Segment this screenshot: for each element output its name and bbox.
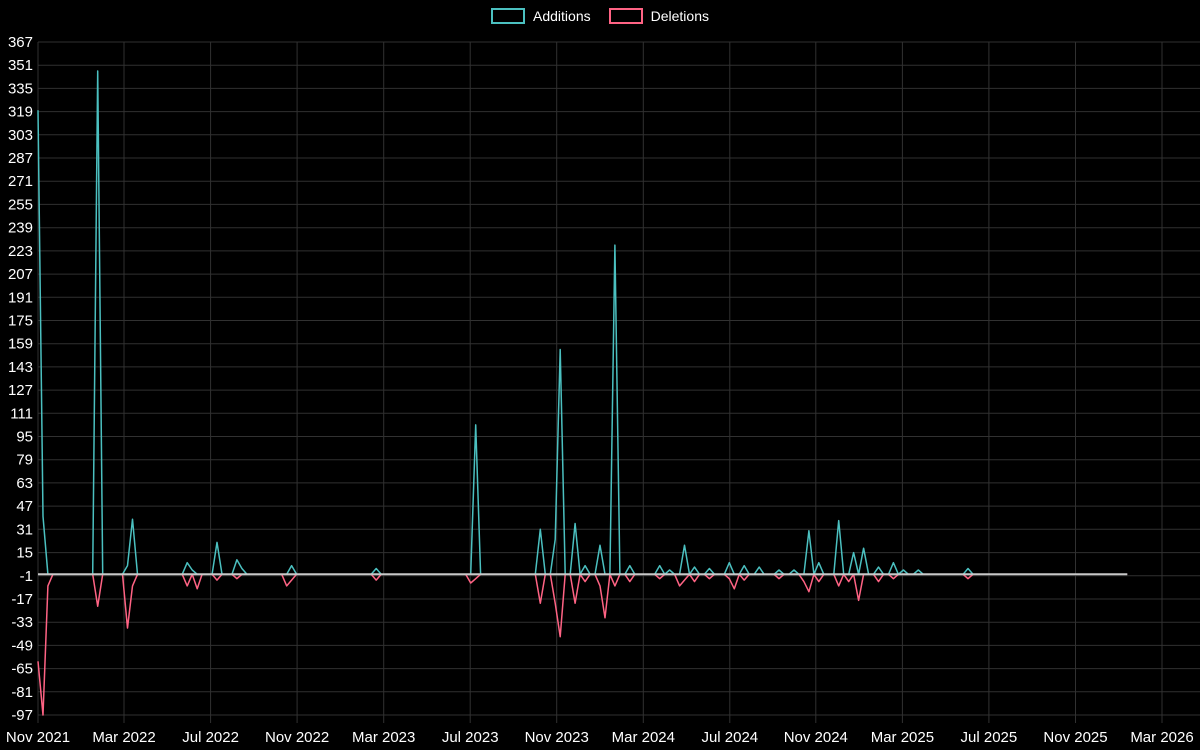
legend-swatch-deletions <box>608 8 643 24</box>
y-axis-label: 31 <box>16 521 33 538</box>
y-axis-label: 335 <box>8 80 33 97</box>
legend-label: Additions <box>533 8 591 24</box>
y-axis-label: 111 <box>10 405 33 422</box>
y-axis-label: 223 <box>8 243 33 260</box>
y-axis-label: 303 <box>8 127 33 144</box>
y-axis-label: 319 <box>8 104 33 121</box>
x-axis-label: Nov 2025 <box>1043 729 1107 746</box>
x-axis-label: Mar 2022 <box>92 729 155 746</box>
x-axis-label: Jul 2023 <box>442 729 499 746</box>
x-axis-label: Jul 2025 <box>961 729 1018 746</box>
legend-item-deletions[interactable]: Deletions <box>608 8 709 24</box>
y-axis-label: 175 <box>8 313 33 330</box>
y-axis-label: 351 <box>8 57 33 74</box>
y-axis-label: 127 <box>8 382 33 399</box>
x-axis-label: Nov 2022 <box>265 729 329 746</box>
legend-swatch-additions <box>491 8 526 24</box>
x-axis-label: Mar 2025 <box>871 729 934 746</box>
x-axis-label: Mar 2023 <box>352 729 415 746</box>
y-axis-label: 63 <box>16 475 33 492</box>
legend-label: Deletions <box>650 8 709 24</box>
y-axis-label: 271 <box>8 173 33 190</box>
x-axis-label: Nov 2023 <box>525 729 589 746</box>
y-axis-label: 15 <box>16 545 33 562</box>
y-axis-label: 207 <box>8 266 33 283</box>
y-axis-label: -65 <box>11 661 33 678</box>
y-axis-label: 79 <box>16 452 33 469</box>
chart-legend: Additions Deletions <box>0 8 1200 24</box>
y-axis-label: 47 <box>16 498 33 515</box>
y-axis-label: 143 <box>8 359 33 376</box>
y-axis-label: -33 <box>11 614 33 631</box>
y-axis-label: -97 <box>11 707 33 724</box>
x-axis-label: Nov 2024 <box>784 729 848 746</box>
y-axis-label: -1 <box>20 568 33 585</box>
y-axis-label: 255 <box>8 196 33 213</box>
x-axis-label: Jul 2024 <box>701 729 758 746</box>
x-axis-label: Mar 2024 <box>612 729 675 746</box>
y-axis-label: 367 <box>8 34 33 51</box>
y-axis-label: 95 <box>16 429 33 446</box>
x-axis-label: Jul 2022 <box>182 729 239 746</box>
y-axis-label: -81 <box>11 684 33 701</box>
y-axis-label: -17 <box>11 591 33 608</box>
y-axis-label: 159 <box>8 336 33 353</box>
y-axis-label: 239 <box>8 220 33 237</box>
series-line-additions <box>37 70 1128 576</box>
series-line-deletions <box>37 573 1128 716</box>
x-axis-label: Nov 2021 <box>6 729 70 746</box>
x-axis-label: Mar 2026 <box>1130 729 1193 746</box>
y-axis-label: -49 <box>11 637 33 654</box>
y-axis-label: 287 <box>8 150 33 167</box>
legend-item-additions[interactable]: Additions <box>491 8 591 24</box>
y-axis-label: 191 <box>8 289 33 306</box>
